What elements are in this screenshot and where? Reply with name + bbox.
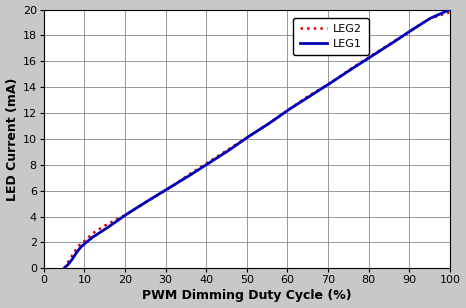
LEG1 <box>354 64 360 67</box>
Y-axis label: LED Current (mA): LED Current (mA) <box>6 77 19 201</box>
LEG1 <box>85 239 90 243</box>
LEG2 <box>354 63 360 67</box>
LEG1 <box>295 102 301 105</box>
LEG2 <box>295 101 301 105</box>
LEG1 <box>394 38 399 42</box>
LEG2 <box>85 236 90 240</box>
X-axis label: PWM Dimming Duty Cycle (%): PWM Dimming Duty Cycle (%) <box>142 290 352 302</box>
LEG1 <box>62 266 67 270</box>
LEG2 <box>62 266 67 270</box>
LEG1 <box>447 8 453 11</box>
LEG1 <box>285 108 291 112</box>
LEG2 <box>447 10 453 14</box>
LEG2 <box>394 38 399 42</box>
LEG2 <box>307 93 313 97</box>
LEG1 <box>307 94 313 98</box>
Line: LEG1: LEG1 <box>64 10 450 268</box>
Legend: LEG2, LEG1: LEG2, LEG1 <box>293 18 369 55</box>
Line: LEG2: LEG2 <box>64 12 450 268</box>
LEG2 <box>285 108 291 112</box>
